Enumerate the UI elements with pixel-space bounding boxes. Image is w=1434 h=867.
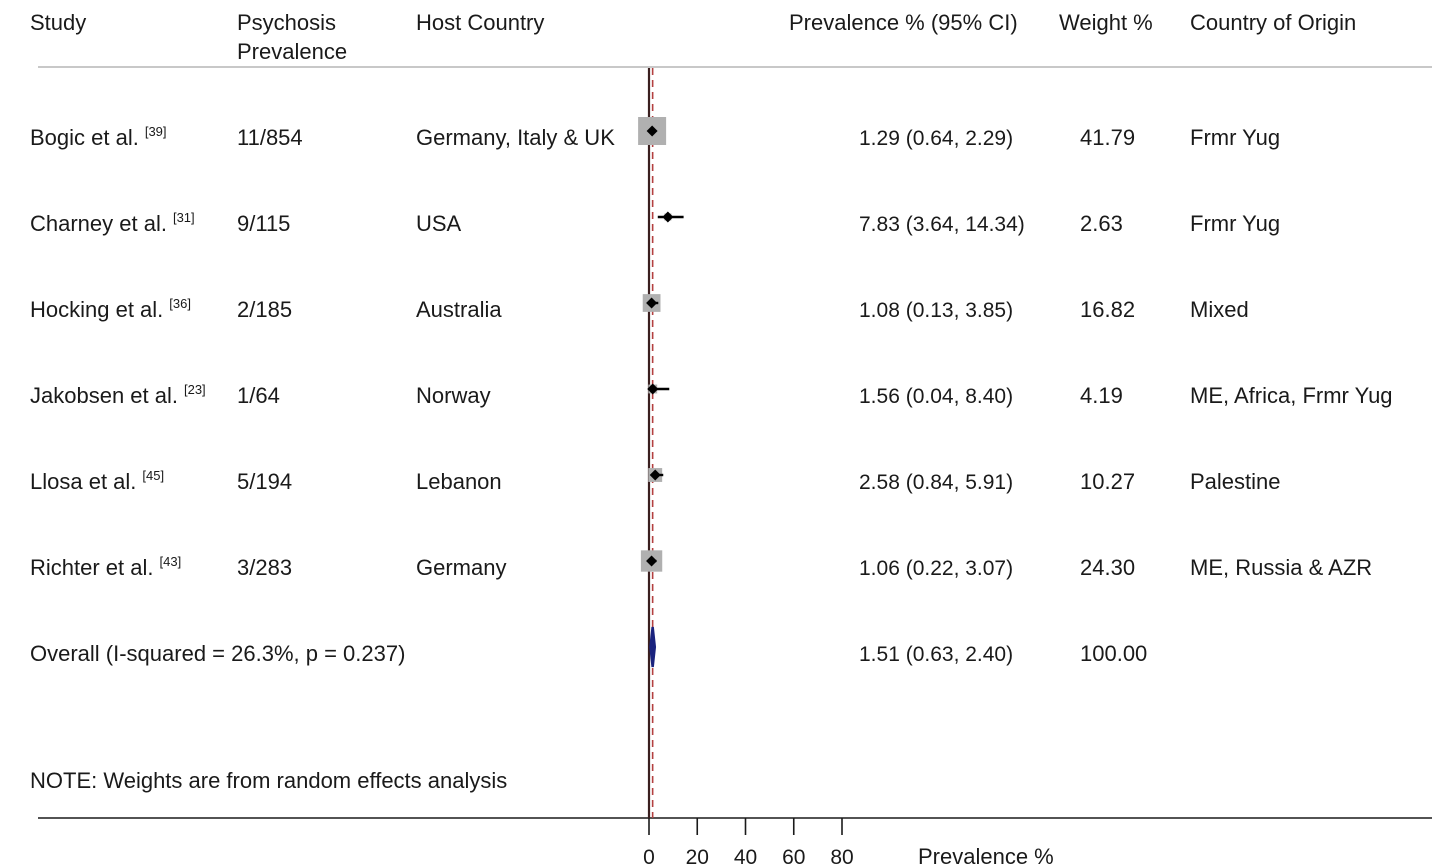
study-host-country: Lebanon: [416, 469, 502, 494]
header-study: Study: [30, 10, 86, 35]
x-tick-label: 0: [643, 846, 655, 867]
study-count: 11/854: [237, 125, 303, 150]
study-ci-text: 2.58 (0.84, 5.91): [859, 471, 1013, 494]
overall-diamond: [649, 626, 657, 668]
study-ci-text: 1.56 (0.04, 8.40): [859, 385, 1013, 408]
study-name: Hocking et al.: [30, 297, 163, 322]
study-row: Hocking et al. [36] 2/185 Australia 1.08 (0.…: [30, 294, 1249, 322]
study-host-country: Norway: [416, 383, 491, 408]
study-weight-text: 2.63: [1080, 211, 1123, 236]
study-host-country: Germany: [416, 555, 506, 580]
study-name: Jakobsen et al.: [30, 383, 178, 408]
x-axis-label: Prevalence %: [918, 844, 1054, 867]
point-estimate: [662, 211, 674, 223]
study-country-of-origin: Palestine: [1190, 469, 1281, 494]
study-weight-text: 16.82: [1080, 297, 1135, 322]
study-ref: [45]: [142, 468, 164, 483]
study-row: Richter et al. [43] 3/283 Germany 1.06 (0.22…: [30, 550, 1372, 580]
x-axis: 0 20 40 60 80: [643, 818, 854, 867]
header-prevalence-ci: Prevalence % (95% CI): [789, 10, 1018, 35]
study-count: 5/194: [237, 469, 292, 494]
study-ci-text: 1.08 (0.13, 3.85): [859, 299, 1013, 322]
header-country-of-origin: Country of Origin: [1190, 10, 1356, 35]
x-tick-label: 20: [686, 846, 709, 867]
study-weight-text: 4.19: [1080, 383, 1123, 408]
x-tick-label: 40: [734, 846, 757, 867]
study-name: Richter et al.: [30, 555, 154, 580]
study-weight-text: 10.27: [1080, 469, 1135, 494]
overall-row: Overall (I-squared = 26.3%, p = 0.237) 1…: [30, 641, 1147, 666]
study-country-of-origin: Frmr Yug: [1190, 211, 1280, 236]
header-weight: Weight %: [1059, 10, 1153, 35]
study-ref: [39]: [145, 124, 167, 139]
x-tick-label: 80: [830, 846, 853, 867]
study-ref: [23]: [184, 382, 206, 397]
study-ref: [43]: [160, 554, 182, 569]
overall-ci-text: 1.51 (0.63, 2.40): [859, 643, 1013, 666]
study-ci-text: 7.83 (3.64, 14.34): [859, 213, 1025, 236]
x-tick-label: 60: [782, 846, 805, 867]
study-count: 9/115: [237, 211, 290, 236]
overall-weight-text: 100.00: [1080, 641, 1147, 666]
point-estimate: [646, 125, 658, 137]
header-prevalence-line2: Prevalence: [237, 39, 347, 64]
study-name: Bogic et al.: [30, 125, 139, 150]
study-rows: Bogic et al. [39] 11/854 Germany, Italy & U…: [30, 117, 1393, 668]
study-country-of-origin: Frmr Yug: [1190, 125, 1280, 150]
overall-label: Overall (I-squared = 26.3%, p = 0.237): [30, 641, 405, 666]
study-host-country: Australia: [416, 297, 502, 322]
study-name: Llosa et al.: [30, 469, 136, 494]
column-headers: Study Psychosis Prevalence Host Country …: [30, 10, 1356, 64]
study-country-of-origin: Mixed: [1190, 297, 1249, 322]
header-host-country: Host Country: [416, 10, 544, 35]
study-count: 2/185: [237, 297, 292, 322]
study-host-country: Germany, Italy & UK: [416, 125, 615, 150]
study-count: 3/283: [237, 555, 292, 580]
study-ci-text: 1.06 (0.22, 3.07): [859, 557, 1013, 580]
point-estimate: [646, 555, 658, 567]
study-row: Llosa et al. [45] 5/194 Lebanon 2.58 (0.84, …: [30, 468, 1281, 494]
study-row: Bogic et al. [39] 11/854 Germany, Italy & U…: [30, 117, 1280, 150]
study-weight-text: 24.30: [1080, 555, 1135, 580]
point-estimate: [647, 383, 659, 395]
study-country-of-origin: ME, Russia & AZR: [1190, 555, 1372, 580]
study-ref: [31]: [173, 210, 195, 225]
footnote: NOTE: Weights are from random effects an…: [30, 768, 507, 793]
study-host-country: USA: [416, 211, 462, 236]
study-weight-text: 41.79: [1080, 125, 1135, 150]
study-name: Charney et al.: [30, 211, 167, 236]
header-prevalence-line1: Psychosis: [237, 10, 336, 35]
point-estimate: [646, 297, 658, 309]
study-row: Jakobsen et al. [23] 1/64 Norway 1.56 (0.04,…: [30, 382, 1393, 408]
study-count: 1/64: [237, 383, 280, 408]
study-ci-text: 1.29 (0.64, 2.29): [859, 127, 1013, 150]
reference-lines: [647, 68, 654, 818]
study-ref: [36]: [169, 296, 191, 311]
study-country-of-origin: ME, Africa, Frmr Yug: [1190, 383, 1393, 408]
point-estimate: [649, 469, 661, 481]
study-row: Charney et al. [31] 9/115 USA 7.83 (3.64, 14…: [30, 210, 1280, 236]
